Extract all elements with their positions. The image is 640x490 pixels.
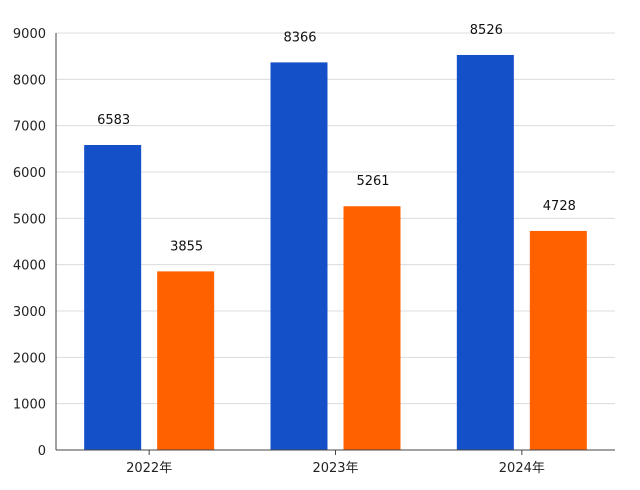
y-axis-ticks: 0 1000 2000 3000 4000 5000 6000 7000 8000 9000 [13,27,46,459]
y-tick-label: 4000 [13,259,46,274]
y-tick-label: 7000 [13,120,46,135]
bar-series-2 [343,206,401,450]
data-label: 4728 [543,199,576,214]
y-tick-label: 0 [38,444,46,459]
bar-series-1 [456,54,514,450]
data-label: 3855 [170,239,203,254]
bar-series-1 [270,62,328,450]
bar-series-1 [84,144,142,450]
bar-series-2 [157,271,215,450]
data-label: 8366 [283,30,316,45]
y-tick-label: 2000 [13,351,46,366]
x-tick-label: 2024年 [499,461,545,476]
data-label: 6583 [97,113,130,128]
y-tick-label: 5000 [13,212,46,227]
y-tick-label: 9000 [13,27,46,42]
y-tick-label: 8000 [13,73,46,88]
data-label: 8526 [470,23,503,38]
x-axis-ticks: 2022年 2023年 2024年 [126,450,545,476]
bar-series-2 [529,230,587,450]
x-tick-label: 2022年 [126,461,172,476]
data-labels: 6583 3855 8366 5261 8526 4728 [97,23,576,254]
y-tick-label: 6000 [13,166,46,181]
x-tick-label: 2023年 [312,461,358,476]
y-tick-label: 1000 [13,398,46,413]
bars [84,54,587,450]
data-label: 5261 [356,174,389,189]
y-tick-label: 3000 [13,305,46,320]
gridlines [56,32,615,405]
